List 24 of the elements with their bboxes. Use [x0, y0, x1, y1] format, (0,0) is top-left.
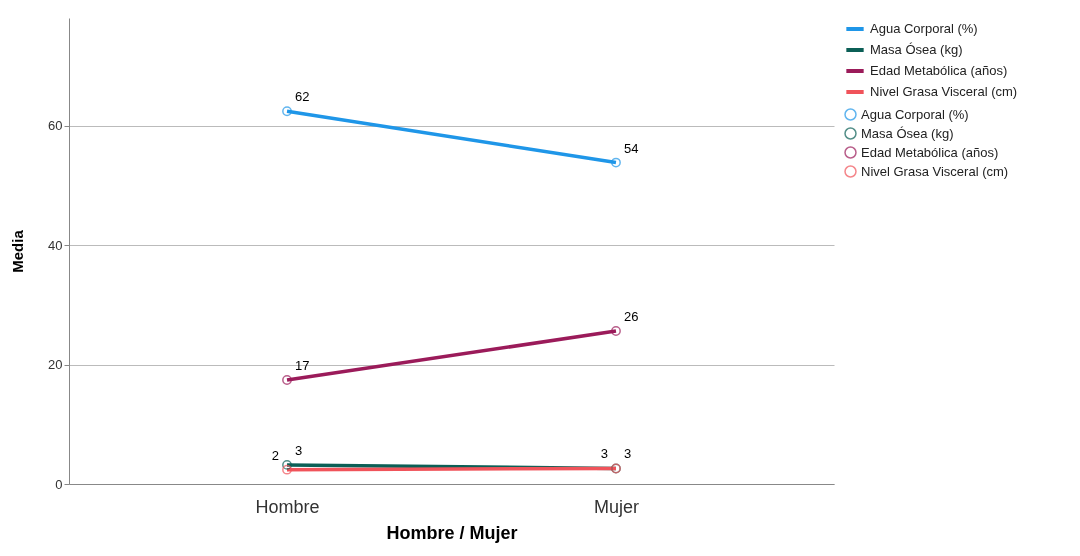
text: Nivel Grasa Visceral (cm) [870, 84, 1018, 99]
data-label: 54 [623, 140, 639, 156]
legend-label: Nivel Grasa Visceral (cm) [861, 163, 1009, 179]
data-label: 26 [623, 309, 639, 325]
text: Agua Corporal (%) [870, 21, 978, 36]
y-tick-label: 40 [48, 237, 63, 253]
y-tick-label: 0 [55, 476, 63, 492]
x-tick-label: Hombre [255, 496, 320, 517]
y-axis-title: Media [9, 229, 27, 273]
x-tick-label: Mujer [593, 496, 639, 517]
legend-label: Edad Metabólica (años) [861, 144, 999, 160]
data-label: 2 [271, 447, 280, 463]
text: Edad Metabólica (años) [870, 63, 1008, 78]
data-label: 62 [295, 89, 310, 105]
data-label: 17 [295, 358, 310, 374]
x-axis-title: Hombre / Mujer [386, 522, 518, 543]
legend-label: Masa Ósea (kg) [861, 125, 954, 141]
y-tick-label: 20 [48, 357, 63, 373]
legend-label: Agua Corporal (%) [861, 106, 969, 122]
data-label: 3 [600, 446, 608, 462]
y-tick-label: 60 [48, 118, 63, 134]
data-label: 3 [295, 442, 303, 458]
text: Masa Ósea (kg) [870, 42, 963, 57]
data-label: 3 [623, 446, 632, 462]
